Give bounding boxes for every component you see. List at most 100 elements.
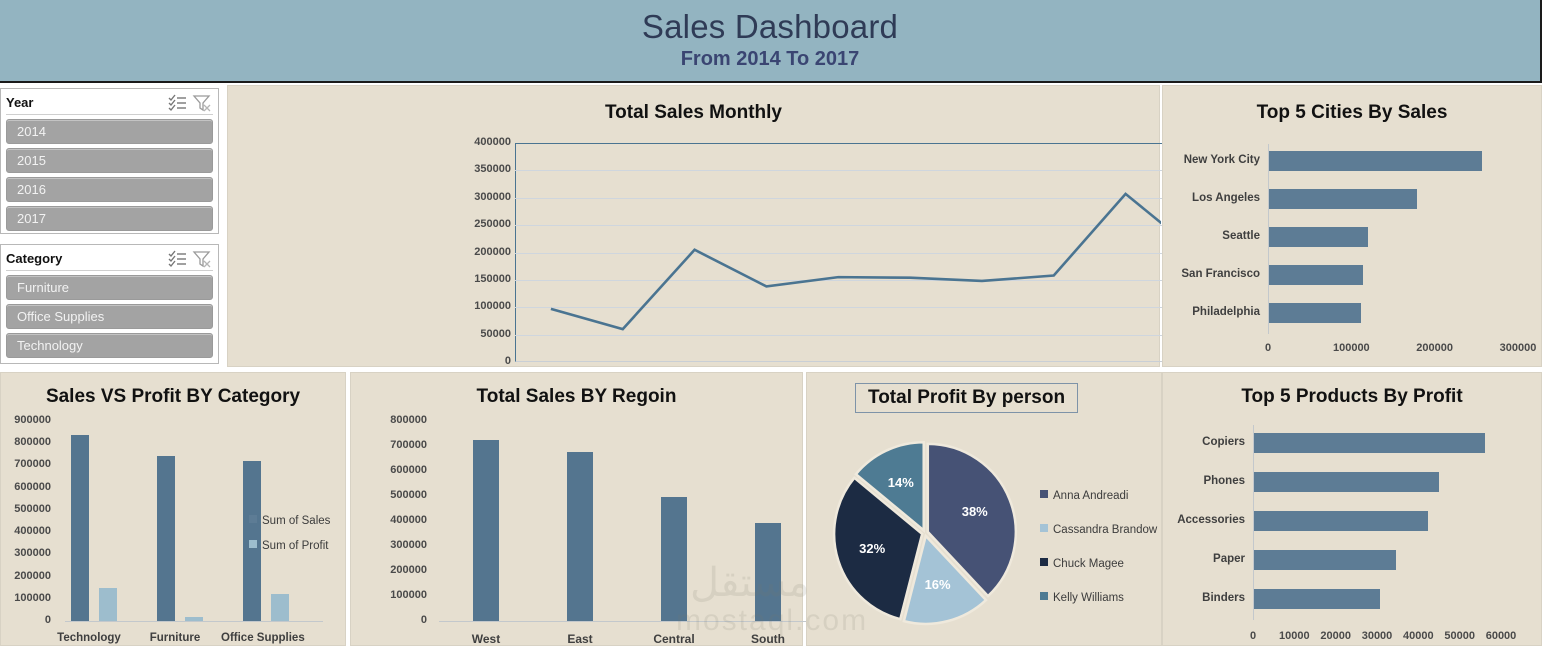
- slicer-category[interactable]: Category Furniture Office Supplies: [0, 244, 219, 364]
- y-axis-tick-label: 350000: [474, 163, 511, 176]
- chart-title-total-sales-monthly: Total Sales Monthly: [604, 102, 782, 123]
- bar-category-label: Technology: [57, 632, 121, 644]
- x-axis-tick-label: 0: [1264, 342, 1272, 354]
- bar: [1254, 511, 1428, 531]
- x-axis-tick-label: 200000: [1416, 342, 1454, 354]
- bar: [755, 523, 781, 621]
- slicer-year-header: Year: [6, 93, 213, 115]
- y-axis-tick-label: 50000: [480, 327, 511, 340]
- pie-slice: [832, 476, 924, 621]
- slicer-category-item-2[interactable]: Technology: [6, 333, 213, 358]
- x-axis-line: [65, 621, 323, 622]
- bar: [473, 440, 499, 621]
- x-axis-tick-label: 60000: [1485, 630, 1517, 642]
- y-axis-tick-label: 0: [504, 355, 511, 367]
- chart-panel-total-sales-monthly: Total Sales Monthly 0 50000 100000 150000 20…: [227, 85, 1377, 386]
- pie-value-label: 32%: [859, 540, 886, 556]
- x-axis-tick-label: 50000: [1444, 630, 1475, 642]
- bar: [1269, 151, 1483, 171]
- clear-filter-icon[interactable]: [191, 250, 213, 268]
- legend-swatch: [1040, 490, 1048, 498]
- bar-category-label: Paper: [1213, 553, 1245, 565]
- legend-item: Cassandra Brandow: [1040, 524, 1157, 536]
- x-axis-tick-label: 100000: [1332, 342, 1370, 354]
- bar-category-label: South: [751, 632, 785, 646]
- slicer-year-item-2[interactable]: 2016: [6, 177, 213, 202]
- slicer-category-item-0[interactable]: Furniture: [6, 275, 213, 300]
- legend-label: Cassandra Brandow: [1053, 524, 1158, 536]
- y-axis-tick-label: 100000: [14, 591, 51, 604]
- line-chart-total-sales-monthly: 0 50000 100000 150000 200000 250000 300000 3500…: [228, 86, 1377, 386]
- bar-profit: [99, 587, 117, 621]
- y-axis-tick-label: 100000: [474, 300, 511, 313]
- pie-value-label: 38%: [961, 503, 988, 519]
- x-axis-line: [439, 621, 815, 622]
- pie-slices: [832, 441, 1018, 626]
- legend-label: Kelly Williams: [1053, 592, 1124, 604]
- y-axis-tick-label: 200000: [390, 564, 427, 576]
- bar: [1254, 433, 1486, 453]
- y-axis-tick-label: 400000: [14, 525, 51, 538]
- y-axis-tick-label: 100000: [390, 589, 427, 601]
- bar-category-label: Philadelphia: [1192, 306, 1260, 318]
- bar-category-label: New York City: [1183, 154, 1260, 166]
- chart-panel-sales-vs-profit: Sales VS Profit BY Category 0 100000 20000…: [0, 372, 346, 646]
- y-axis-tick-label: 600000: [14, 480, 51, 493]
- bar-category-label: Copiers: [1202, 436, 1245, 448]
- x-axis-tick-label: 40000: [1403, 630, 1434, 642]
- bar-category-label: Central: [653, 632, 695, 646]
- y-axis-line: [1253, 425, 1254, 620]
- bar-category-label: Accessories: [1177, 514, 1245, 526]
- bar-profit: [271, 593, 289, 621]
- bar: [661, 496, 687, 621]
- x-axis-tick-label: 0: [1249, 630, 1257, 642]
- legend-label: Sum of Profit: [262, 540, 329, 552]
- chart-panel-top-5-products: Top 5 Products By Profit Copiers Phones Ac…: [1162, 372, 1542, 646]
- legend-swatch: [1040, 524, 1048, 532]
- slicer-year-label: Year: [6, 95, 34, 110]
- chart-panel-total-sales-by-region: Total Sales BY Regoin 0 100000 200000 30000…: [350, 372, 815, 646]
- slicer-year[interactable]: Year 2014 2015 2016 2017: [0, 88, 219, 234]
- chart-title-total-profit-by-person: Total Profit By person: [868, 387, 1066, 408]
- y-axis-tick-label: 250000: [474, 218, 511, 231]
- y-axis-tick-label: 900000: [14, 414, 51, 426]
- bar: [1269, 303, 1361, 323]
- legend-swatch: [1040, 558, 1048, 566]
- slicer-year-item-0[interactable]: 2014: [6, 119, 213, 144]
- page-title: Sales Dashboard: [641, 8, 899, 46]
- bar-category-label: Phones: [1203, 475, 1245, 487]
- y-axis-tick-label: 200000: [14, 569, 51, 582]
- x-axis-tick-label: 20000: [1320, 630, 1351, 642]
- dashboard-header: Sales Dashboard From 2014 To 2017: [0, 0, 1542, 83]
- bar-chart-top-5-cities: New York City Los Angeles Seattle San Franc…: [1163, 86, 1542, 368]
- pie-chart-total-profit-by-person: 38% 16% 32% 14% Anna Andreadi Cassandra Brand…: [807, 373, 1163, 646]
- pie-value-label: 16%: [924, 576, 951, 592]
- slicer-category-header: Category: [6, 249, 213, 271]
- pie-slice: [902, 533, 988, 626]
- multi-select-icon[interactable]: [167, 250, 189, 268]
- x-axis-tick-label: 300000: [1499, 342, 1537, 354]
- page-subtitle: From 2014 To 2017: [680, 47, 860, 70]
- multi-select-icon[interactable]: [167, 94, 189, 112]
- y-axis-tick-label: 500000: [390, 489, 427, 501]
- chart-panel-top-5-cities: Top 5 Cities By Sales New York City Los A…: [1162, 85, 1542, 367]
- bar-category-label: East: [567, 632, 593, 646]
- slicer-category-item-1[interactable]: Office Supplies: [6, 304, 213, 329]
- y-axis-tick-label: 500000: [14, 502, 51, 515]
- slicer-year-item-3[interactable]: 2017: [6, 206, 213, 231]
- bar-category-label: West: [471, 632, 501, 646]
- pie-value-label: 14%: [887, 474, 914, 490]
- y-axis-tick-label: 300000: [14, 547, 51, 560]
- clear-filter-icon[interactable]: [191, 94, 213, 112]
- legend-item: Anna Andreadi: [1040, 490, 1128, 502]
- chart-panel-total-profit-by-person: Total Profit By person 38% 16% 32% 14% Anna …: [806, 372, 1162, 646]
- slicer-year-item-1[interactable]: 2015: [6, 148, 213, 173]
- legend-label: Sum of Sales: [262, 515, 331, 527]
- bar-chart-sales-vs-profit: 0 100000 200000 300000 400000 500000 600000 700…: [1, 373, 347, 646]
- bar-category-label: Furniture: [149, 632, 201, 644]
- legend-item: Kelly Williams: [1040, 592, 1124, 604]
- y-axis-tick-label: 150000: [474, 272, 511, 285]
- gridline: [515, 170, 1377, 172]
- y-axis-tick-label: 700000: [390, 439, 427, 451]
